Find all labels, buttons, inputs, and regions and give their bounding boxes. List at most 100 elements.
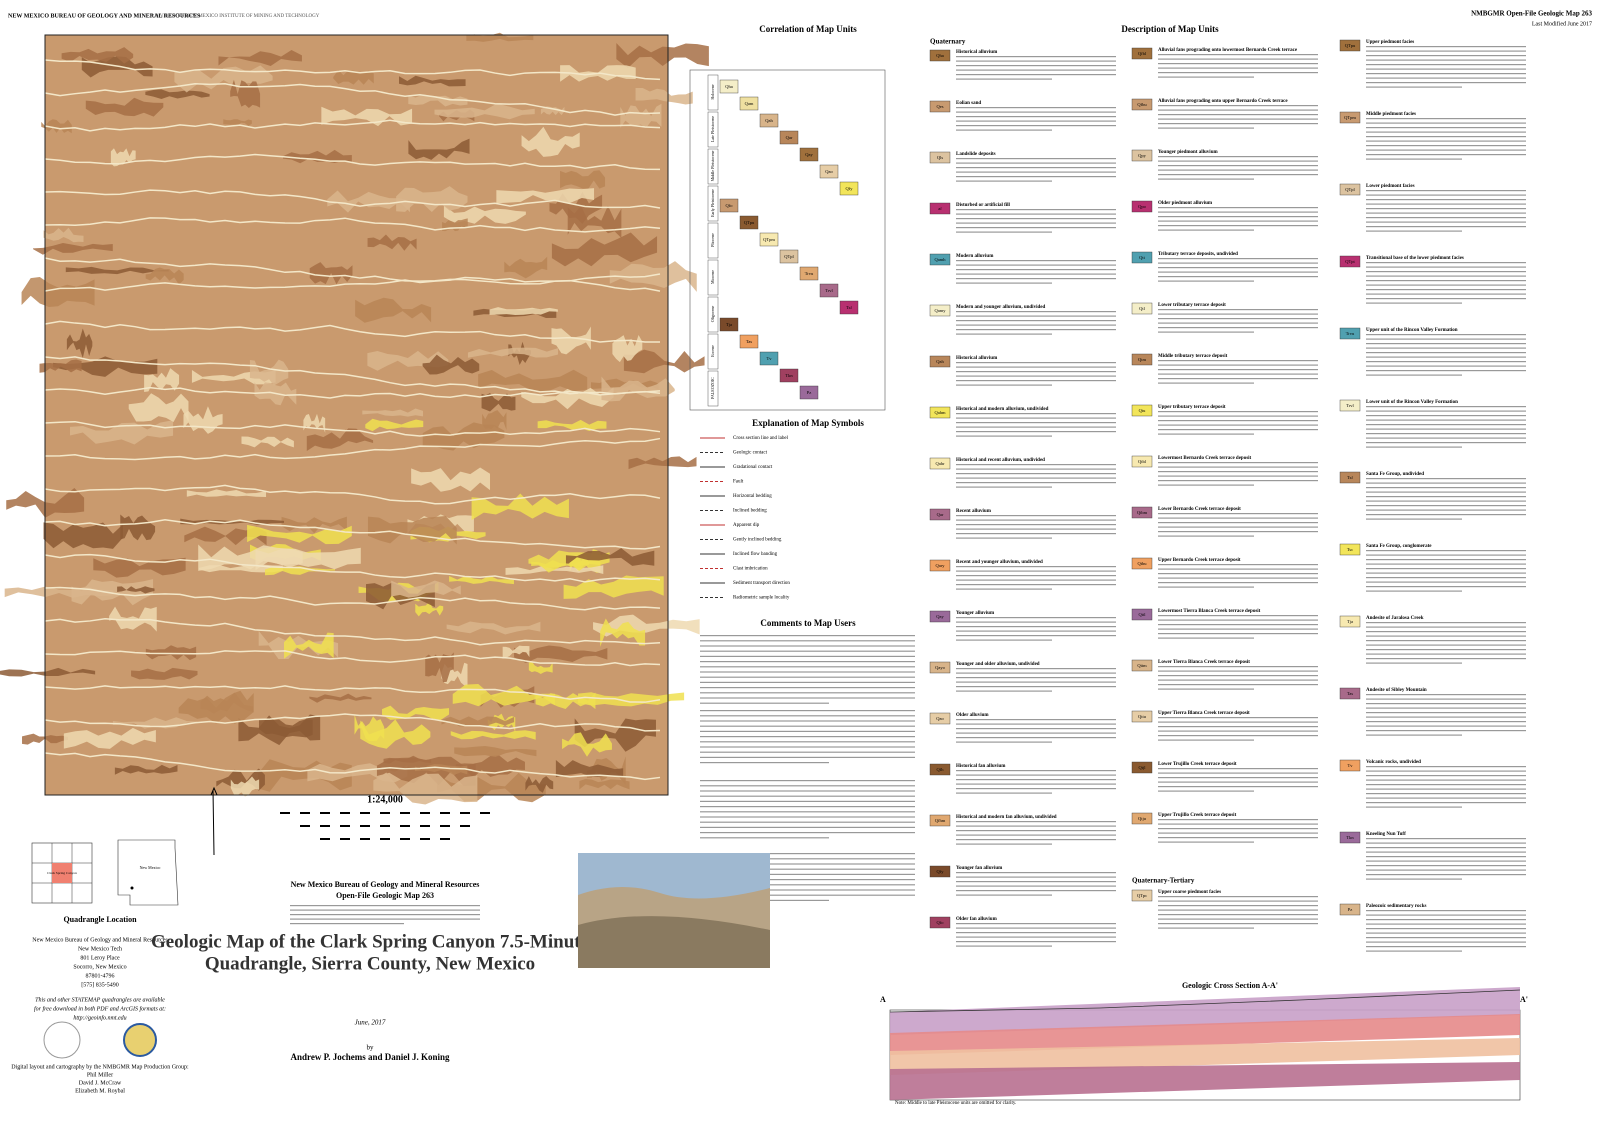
text-line [1366,518,1462,520]
text-line [1366,334,1526,336]
text-line [1158,914,1318,916]
text-line [1158,666,1318,668]
text-line [700,790,915,792]
unit-symbol: Trvu [1346,331,1355,336]
text-line [1158,424,1318,426]
scale-ratio: 1:24,000 [367,794,403,805]
map-unit [238,714,321,746]
text-line [1366,698,1526,700]
text-line [956,519,1116,521]
text-line [956,213,1116,215]
text-line [290,914,480,916]
unit-symbol: Qfh [937,767,945,772]
text-line [1366,73,1526,75]
text-line [956,209,1116,211]
text-line [1366,122,1526,124]
map-unit [373,772,478,805]
text-line [1366,563,1526,565]
unit-name: Lowermost Bernardo Creek terrace deposit [1158,456,1252,461]
map-unit [85,97,164,117]
unit-swatch [1131,47,1153,60]
map-unit [61,47,134,64]
unit-name: Younger alluvium [956,611,995,616]
map-unit [117,586,155,594]
text-line [1366,856,1526,858]
unit-swatch [929,202,951,215]
drainage [44,618,661,646]
text-line [1366,919,1526,921]
map-unit [504,256,548,279]
text-line [1366,410,1526,412]
text-line [1366,950,1462,952]
text-line [956,524,1116,526]
text-line [956,176,1116,178]
unit-name: Recent alluvium [956,509,992,514]
text-line [956,872,1116,874]
drainage [44,553,661,583]
unit-label: Qay [805,152,813,157]
text-line [956,639,1052,641]
text-line [956,329,1116,331]
text-line [956,668,1116,670]
text-line [956,60,1116,62]
text-line [700,832,915,834]
unit-swatch [1339,759,1361,772]
map-unit [354,714,385,742]
address: New Mexico Bureau of Geology and Mineral… [32,936,168,1021]
unit-swatch [1131,98,1153,111]
text-line [700,687,915,689]
unit-symbol: QTpt [1345,259,1355,264]
unit-name: Younger and older alluvium, undivided [956,662,1040,667]
address-line: [575] 835-5490 [81,982,119,988]
period-box [707,296,719,333]
text-line [1366,145,1526,147]
text-line [956,932,1116,934]
cross-section [889,987,1521,1101]
text-line [1366,649,1526,651]
map-unit [309,262,353,285]
text-line [1158,517,1318,519]
credit-line: Elizabeth M. Roybal [75,1088,125,1094]
address-line: 801 Leroy Place [80,955,120,961]
text-line [1158,730,1318,732]
text-line [956,120,1116,122]
text-line [700,702,829,704]
unit-name: Eolian sand [956,101,981,106]
text-line [956,528,1116,530]
text-line [1366,298,1526,300]
unit-symbol: QTpu [1345,43,1356,48]
text-line [956,158,1116,160]
text-line [1158,786,1318,788]
map-unit [578,692,685,707]
text-line [1366,419,1526,421]
text-line [1366,194,1526,196]
comments-text [700,635,915,901]
map-unit [408,94,468,107]
text-line [956,927,1116,929]
title: Geologic Map of the Clark Spring Canyon … [151,931,589,952]
text-line [1366,802,1526,804]
period-label: PALEOZOIC [710,377,715,399]
geologic-map [0,32,709,805]
unit-symbol: QTpc [1137,893,1147,898]
unit-symbol: Qfo [937,920,945,925]
text-line [1158,165,1318,167]
unit-symbol: Qar [937,512,944,517]
unit-name: Lowermost Tierra Blanca Creek terrace de… [1158,609,1261,614]
unit-name: Lower Bernardo Creek terrace deposit [1158,507,1241,512]
text-line [1366,374,1462,376]
map-unit [481,393,516,412]
period-label: Miocene [710,270,715,284]
unit-swatch [1339,471,1361,484]
text-line [956,677,1116,679]
map-unit [396,186,468,213]
text-line [1366,280,1526,282]
text-line [700,826,915,828]
text-line [1158,156,1318,158]
text-line [956,486,1052,488]
unit-swatch [1131,608,1153,621]
unit-name: Santa Fe Group, conglomerate [1366,544,1432,549]
unit-swatch [929,916,951,929]
map-unit [391,580,461,598]
map-unit [565,548,655,566]
